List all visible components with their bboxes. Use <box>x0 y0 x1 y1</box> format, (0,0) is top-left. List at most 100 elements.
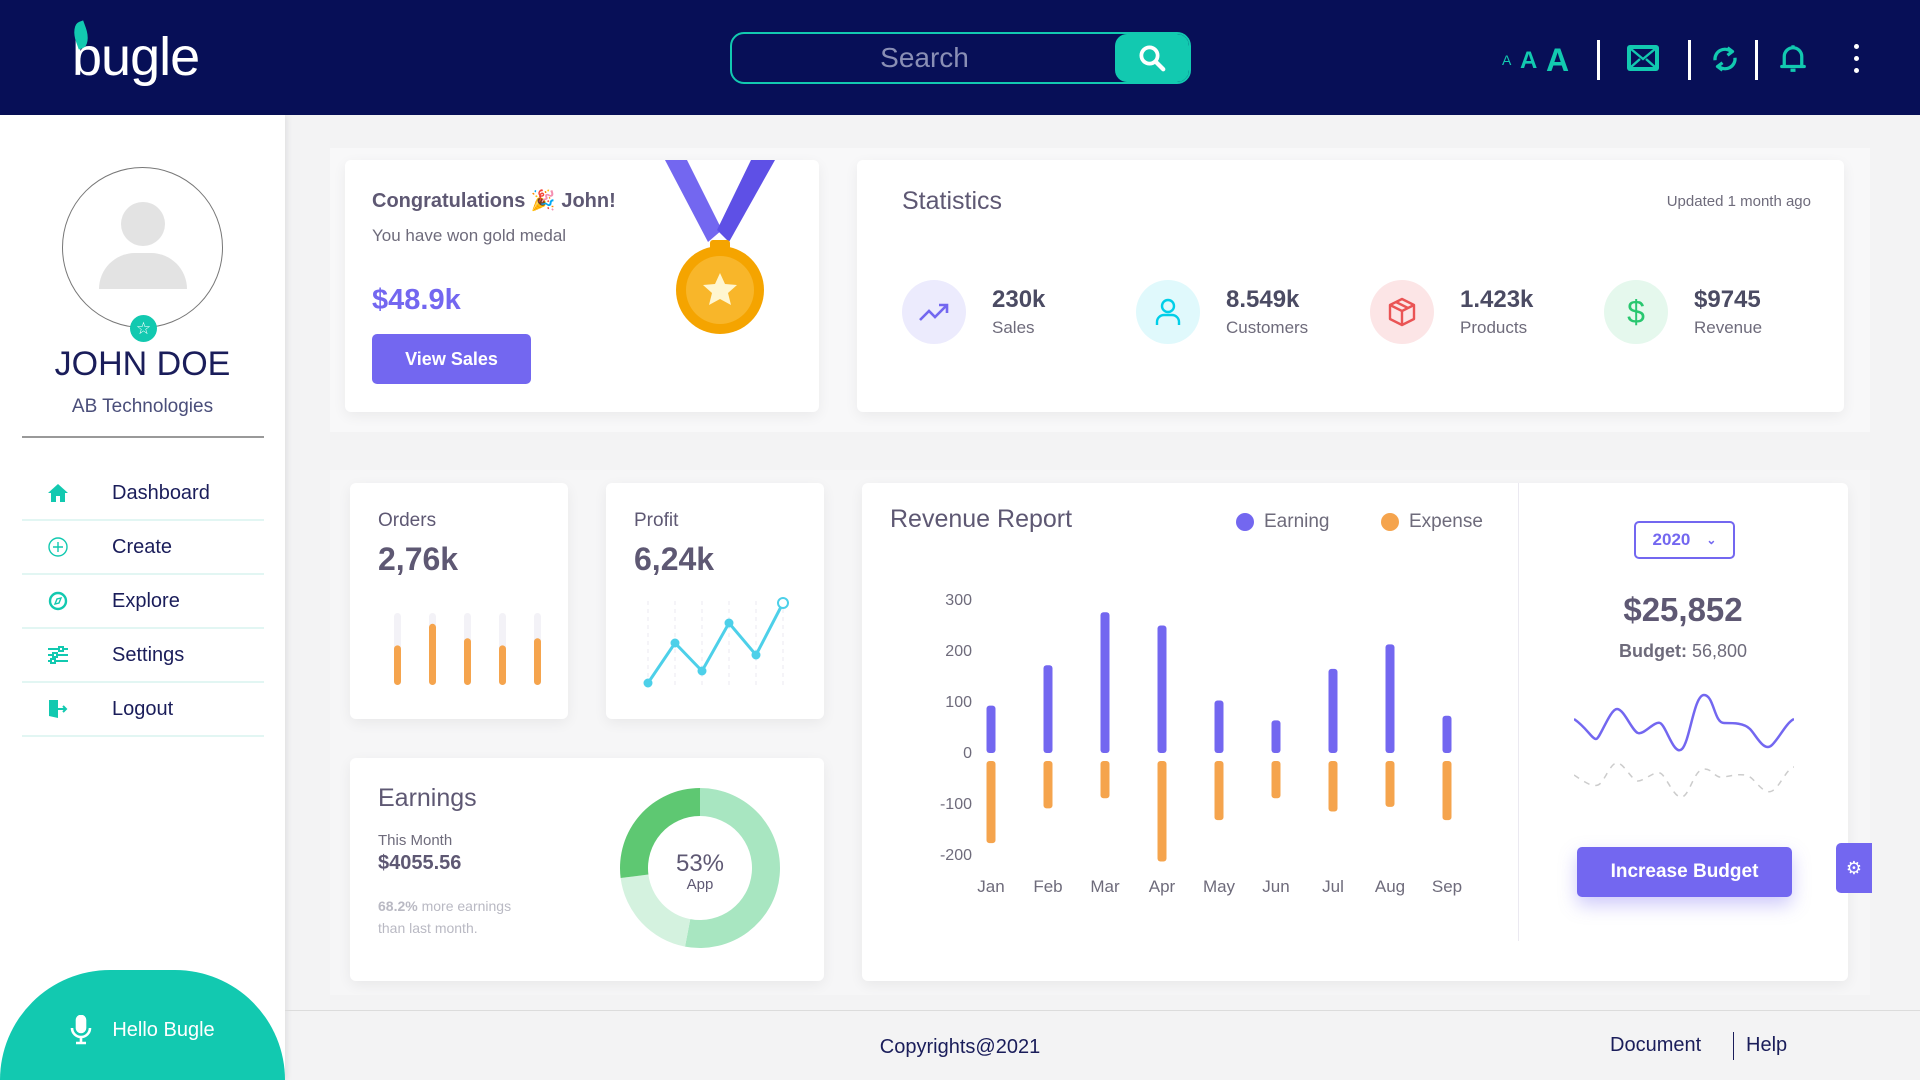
divider <box>1518 483 1519 941</box>
profit-point <box>751 650 761 660</box>
help-link[interactable]: Help <box>1746 1034 1788 1056</box>
budget-sparkline <box>1574 693 1794 798</box>
earning-bar <box>1043 665 1053 753</box>
order-bar <box>394 645 401 685</box>
expense-bar <box>986 761 996 844</box>
earnings-pct: 68.2% <box>378 898 418 914</box>
chevron-down-icon: ⌄ <box>1706 533 1717 547</box>
stat-label: Products <box>1460 318 1528 337</box>
legend-label: Expense <box>1409 511 1483 532</box>
y-tick-label: 200 <box>945 643 972 660</box>
revenue-report-card: Revenue Report Earning Expense 300 200 100… <box>862 483 1848 981</box>
legend-expense: Expense <box>1381 511 1483 533</box>
bell-icon[interactable] <box>1778 42 1808 76</box>
expense-bar <box>1328 761 1338 812</box>
increase-budget-button[interactable]: Increase Budget <box>1577 847 1792 897</box>
statistics-card: Statistics Updated 1 month ago 230k Sales… <box>857 160 1844 412</box>
profit-point <box>697 666 707 676</box>
earning-bar <box>1442 715 1452 753</box>
congrats-subtitle: You have won gold medal <box>372 226 567 245</box>
stat-label: Revenue <box>1694 318 1763 337</box>
x-tick-label: Sep <box>1432 877 1462 896</box>
sidebar-item-label: Dashboard <box>112 481 210 504</box>
box-icon <box>1370 280 1434 344</box>
font-large-button[interactable]: A <box>1546 42 1570 78</box>
gear-icon: ⚙ <box>1845 857 1863 878</box>
voice-assistant-button[interactable]: Hello Bugle <box>0 970 285 1080</box>
document-link[interactable]: Document <box>1610 1034 1702 1056</box>
search-icon <box>1139 45 1166 72</box>
top-header: bugle A A A <box>0 0 1920 115</box>
search-input[interactable] <box>732 34 1117 82</box>
refresh-icon[interactable] <box>1710 44 1740 74</box>
x-tick-label: Mar <box>1090 877 1120 896</box>
y-tick-label: 300 <box>945 592 972 609</box>
donut-segment <box>685 788 780 948</box>
y-tick-label: -100 <box>940 796 972 813</box>
medal-icon <box>665 160 775 334</box>
donut-segment <box>620 874 691 947</box>
microphone-icon <box>71 1015 92 1045</box>
profit-title: Profit <box>634 510 679 531</box>
bugle-logo[interactable]: bugle <box>69 20 200 88</box>
profit-line-chart <box>643 597 789 688</box>
earning-bar <box>986 705 996 753</box>
settings-gear-button[interactable]: ⚙ <box>1836 843 1872 893</box>
sidebar-item-settings[interactable]: Settings <box>22 629 264 683</box>
sidebar-item-dashboard[interactable]: Dashboard <box>22 467 264 521</box>
earning-bar <box>1271 720 1281 753</box>
congratulations-card: Congratulations 🎉 John! You have won gol… <box>345 160 819 412</box>
divider <box>1597 40 1600 80</box>
divider <box>1755 40 1758 80</box>
sidebar-item-label: Settings <box>112 643 185 666</box>
sidebar-item-create[interactable]: Create <box>22 521 264 575</box>
view-sales-button[interactable]: View Sales <box>372 334 531 384</box>
earnings-amount: $4055.56 <box>378 852 462 874</box>
sidebar-item-explore[interactable]: Explore <box>22 575 264 629</box>
order-bar <box>464 638 471 685</box>
x-tick-label: Aug <box>1375 877 1405 896</box>
order-bar <box>534 638 541 685</box>
legend-earning: Earning <box>1236 511 1330 533</box>
budget-value: 56,800 <box>1691 641 1748 661</box>
x-tick-label: May <box>1203 877 1236 896</box>
earning-bar <box>1214 700 1224 753</box>
expense-bar <box>1100 761 1110 799</box>
donut-percent: 53% <box>675 850 725 877</box>
year-select[interactable]: 2020 ⌄ <box>1634 521 1735 559</box>
profit-point <box>670 638 680 648</box>
expense-bar <box>1157 761 1167 862</box>
font-medium-button[interactable]: A <box>1520 47 1538 74</box>
more-vertical-icon[interactable] <box>1854 44 1860 73</box>
profit-card: Profit 6,24k <box>606 483 824 719</box>
expense-bar <box>1271 761 1281 799</box>
search-bar <box>730 32 1191 84</box>
earning-bar <box>1328 668 1338 753</box>
sidebar-item-logout[interactable]: Logout <box>22 683 264 737</box>
order-bar <box>429 623 436 685</box>
earning-bar <box>1385 644 1395 753</box>
earnings-note-text: more earnings <box>421 898 512 914</box>
font-small-button[interactable]: A <box>1502 52 1512 68</box>
x-tick-label: Apr <box>1149 877 1176 896</box>
revenue-bar-chart: 300 200 100 0 -100 -200 Jan Feb Mar Apr May Jun Jul A… <box>940 592 1462 896</box>
stat-value: 230k <box>992 286 1046 313</box>
legend-swatch <box>1381 513 1399 531</box>
stat-label: Customers <box>1226 318 1309 337</box>
footer-divider <box>285 1010 1920 1011</box>
sidebar-item-label: Explore <box>112 589 180 612</box>
mail-icon[interactable] <box>1626 44 1660 72</box>
updated-time: Updated 1 month ago <box>1666 193 1811 210</box>
x-tick-label: Jul <box>1322 877 1344 896</box>
avatar[interactable] <box>62 167 223 328</box>
search-button[interactable] <box>1115 34 1189 82</box>
earning-bar <box>1100 612 1110 753</box>
sales-amount: $48.9k <box>372 284 461 316</box>
orders-card: Orders 2,76k <box>350 483 568 719</box>
year-value: 2020 <box>1652 530 1691 549</box>
user-name: JOHN DOE <box>54 345 231 383</box>
profit-value: 6,24k <box>634 541 715 577</box>
donut-segment <box>620 788 700 879</box>
divider <box>22 436 264 438</box>
expense-bar <box>1043 761 1053 809</box>
